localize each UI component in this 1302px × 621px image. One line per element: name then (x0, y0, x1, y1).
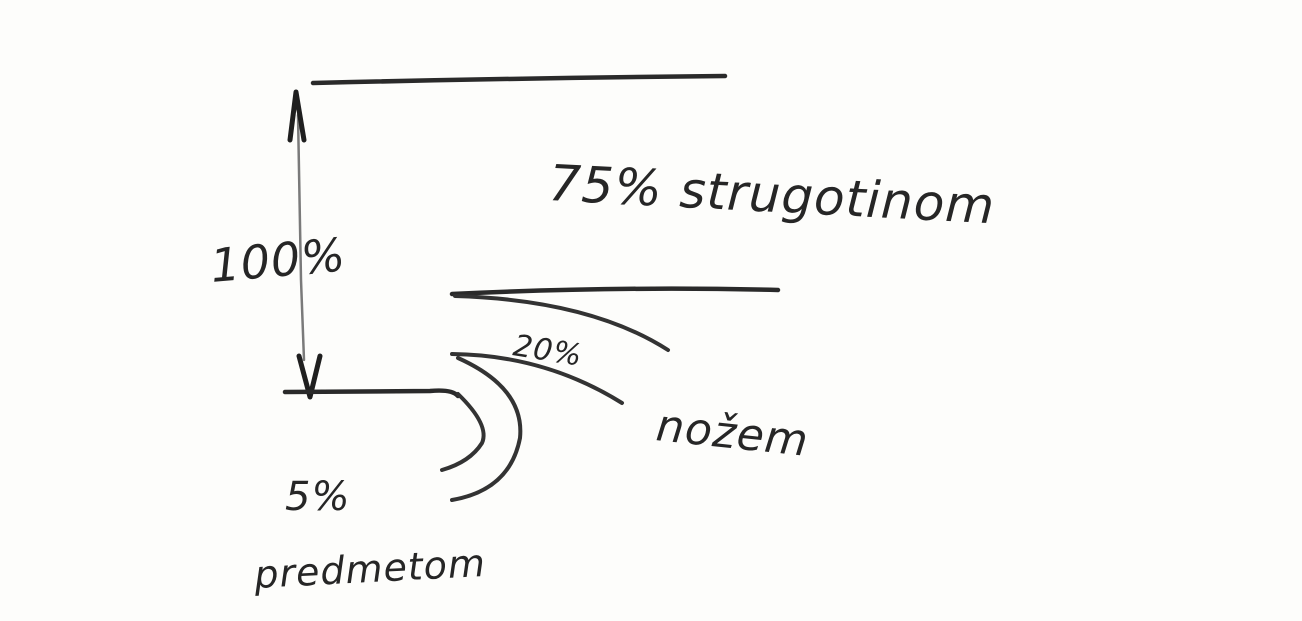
tool-lower-curve (450, 352, 624, 405)
tool-upper-curve (453, 294, 670, 352)
dimension-arrow-up-icon (287, 89, 307, 143)
dimension-arrow-down-icon (296, 353, 323, 400)
workpiece-share-label: 5% (285, 474, 350, 520)
total-percent-label: 100% (208, 227, 348, 293)
tool-share-label: 20% (511, 328, 585, 373)
chips-share-label: 75% strugotinom (547, 154, 996, 235)
chip-line (449, 286, 781, 297)
top-reference-line (310, 73, 728, 86)
workpiece-inner-curve (440, 392, 486, 472)
workpiece-outer-curve (450, 356, 523, 502)
dimension-line (296, 113, 306, 362)
workpiece-name-label: predmetom (252, 541, 487, 597)
tool-name-label: nožem (654, 400, 811, 467)
